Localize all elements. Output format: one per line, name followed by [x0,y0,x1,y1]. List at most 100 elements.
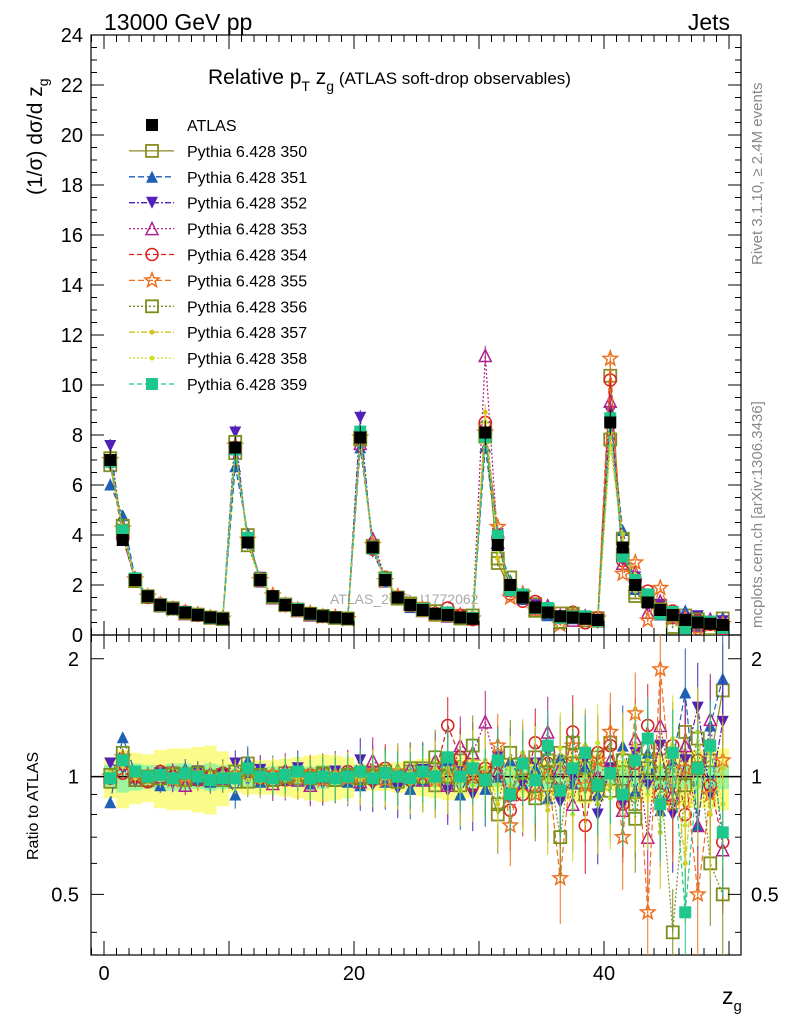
ratio-point [591,779,604,792]
y-tick-label: 4 [72,525,83,547]
legend-marker [146,170,158,183]
atlas-point [216,612,229,625]
atlas-point [354,431,367,444]
atlas-point [241,536,254,549]
atlas-point [454,611,467,624]
atlas-point [379,574,392,586]
header-right-label: Jets [688,9,730,35]
atlas-point [204,611,217,624]
legend: ATLAS Pythia 6.428 350 Pythia 6.428 351 Pyt… [129,118,307,394]
legend-marker [146,378,158,390]
atlas-point [341,612,354,625]
ratio-line [109,731,724,864]
atlas-point [416,604,429,616]
ratio-point [229,772,242,785]
ratio-point [204,773,217,786]
y-tick-label: 16 [61,225,83,247]
atlas-point [566,611,579,624]
ratio-point [129,765,142,778]
atlas-point [404,599,417,611]
data-point [603,373,617,387]
legend-entry: Pythia 6.428 351 [129,170,307,187]
ratio-point [429,770,442,783]
ratio-point [104,772,117,785]
legend-marker [142,270,162,289]
ratio-point [379,767,392,780]
atlas-point [166,602,179,615]
data-point [116,524,129,537]
x-tick-label: 20 [343,963,365,985]
legend-entry: Pythia 6.428 358 [129,351,307,368]
legend-entry: Pythia 6.428 356 [129,299,307,316]
header-left-label: 13000 GeV pp [104,9,252,35]
ratio-point [666,746,679,759]
ratio-point [216,772,229,785]
legend-entry: Pythia 6.428 354 [129,248,307,265]
data-point [495,556,501,561]
atlas-point [141,590,154,603]
ratio-point [116,731,129,744]
ratio-tick-label: 2 [751,649,762,671]
ratio-tick-label: 0.5 [51,884,79,906]
atlas-point [291,604,304,616]
ratio-point [116,754,129,767]
ratio-point [329,772,342,785]
plot-title: Relative pT zg (ATLAS soft-drop observab… [208,66,571,94]
ratio-point [682,822,688,828]
legend-label: Pythia 6.428 352 [187,196,307,213]
ratio-point [154,768,167,781]
atlas-point [479,426,492,439]
atlas-point [129,574,142,586]
ratio-point [291,765,304,778]
ratio-point [229,788,242,801]
atlas-point [179,606,192,619]
y-tick-label: 12 [61,325,83,347]
legend-marker [149,329,155,335]
atlas-point [616,541,629,554]
legend-entry: Pythia 6.428 359 [129,377,307,394]
ratio-point [679,686,692,699]
data-point [651,578,670,596]
atlas-point [441,609,454,621]
y-axis-label-top: (1/σ) dσ/d zg [24,78,51,195]
ratio-point [665,925,680,940]
y-tick-label: 24 [61,25,83,47]
ratio-point [645,791,651,797]
atlas-point [316,610,329,623]
data-point [104,478,117,491]
data-point [229,426,242,439]
legend-entry: Pythia 6.428 350 [129,144,307,161]
atlas-point [654,604,667,616]
ratio-point [478,714,493,729]
x-axis-label: zg [722,983,742,1015]
legend-label: Pythia 6.428 357 [187,325,307,342]
y-tick-label: 0 [72,625,83,647]
ratio-point [651,659,670,677]
ratio-point [279,768,292,781]
ratio-panel-series [101,635,732,955]
ratio-point [266,772,279,785]
y-tick-label: 14 [61,275,83,297]
ratio-point [688,884,707,903]
atlas-point [629,579,642,591]
atlas-point [266,590,279,603]
ratio-point [541,739,554,752]
legend-marker [145,299,159,314]
ratio-point [704,739,717,752]
rivet-version-label: Rivet 3.1.10, ≥ 2.4M events [749,83,766,266]
ratio-point [366,772,379,785]
mc-series-356 [103,429,730,635]
ratio-series-359 [104,696,729,955]
atlas-point [554,610,567,623]
atlas-point [579,612,592,625]
ratio-tick-label: 1 [68,767,79,789]
ratio-tick-label: 0.5 [751,884,779,906]
atlas-point [191,609,204,621]
atlas-point [116,534,129,546]
atlas-point [429,607,442,620]
ratio-point [691,762,704,775]
ratio-point [166,772,179,785]
data-point [478,347,493,363]
y-tick-label: 6 [72,475,83,497]
